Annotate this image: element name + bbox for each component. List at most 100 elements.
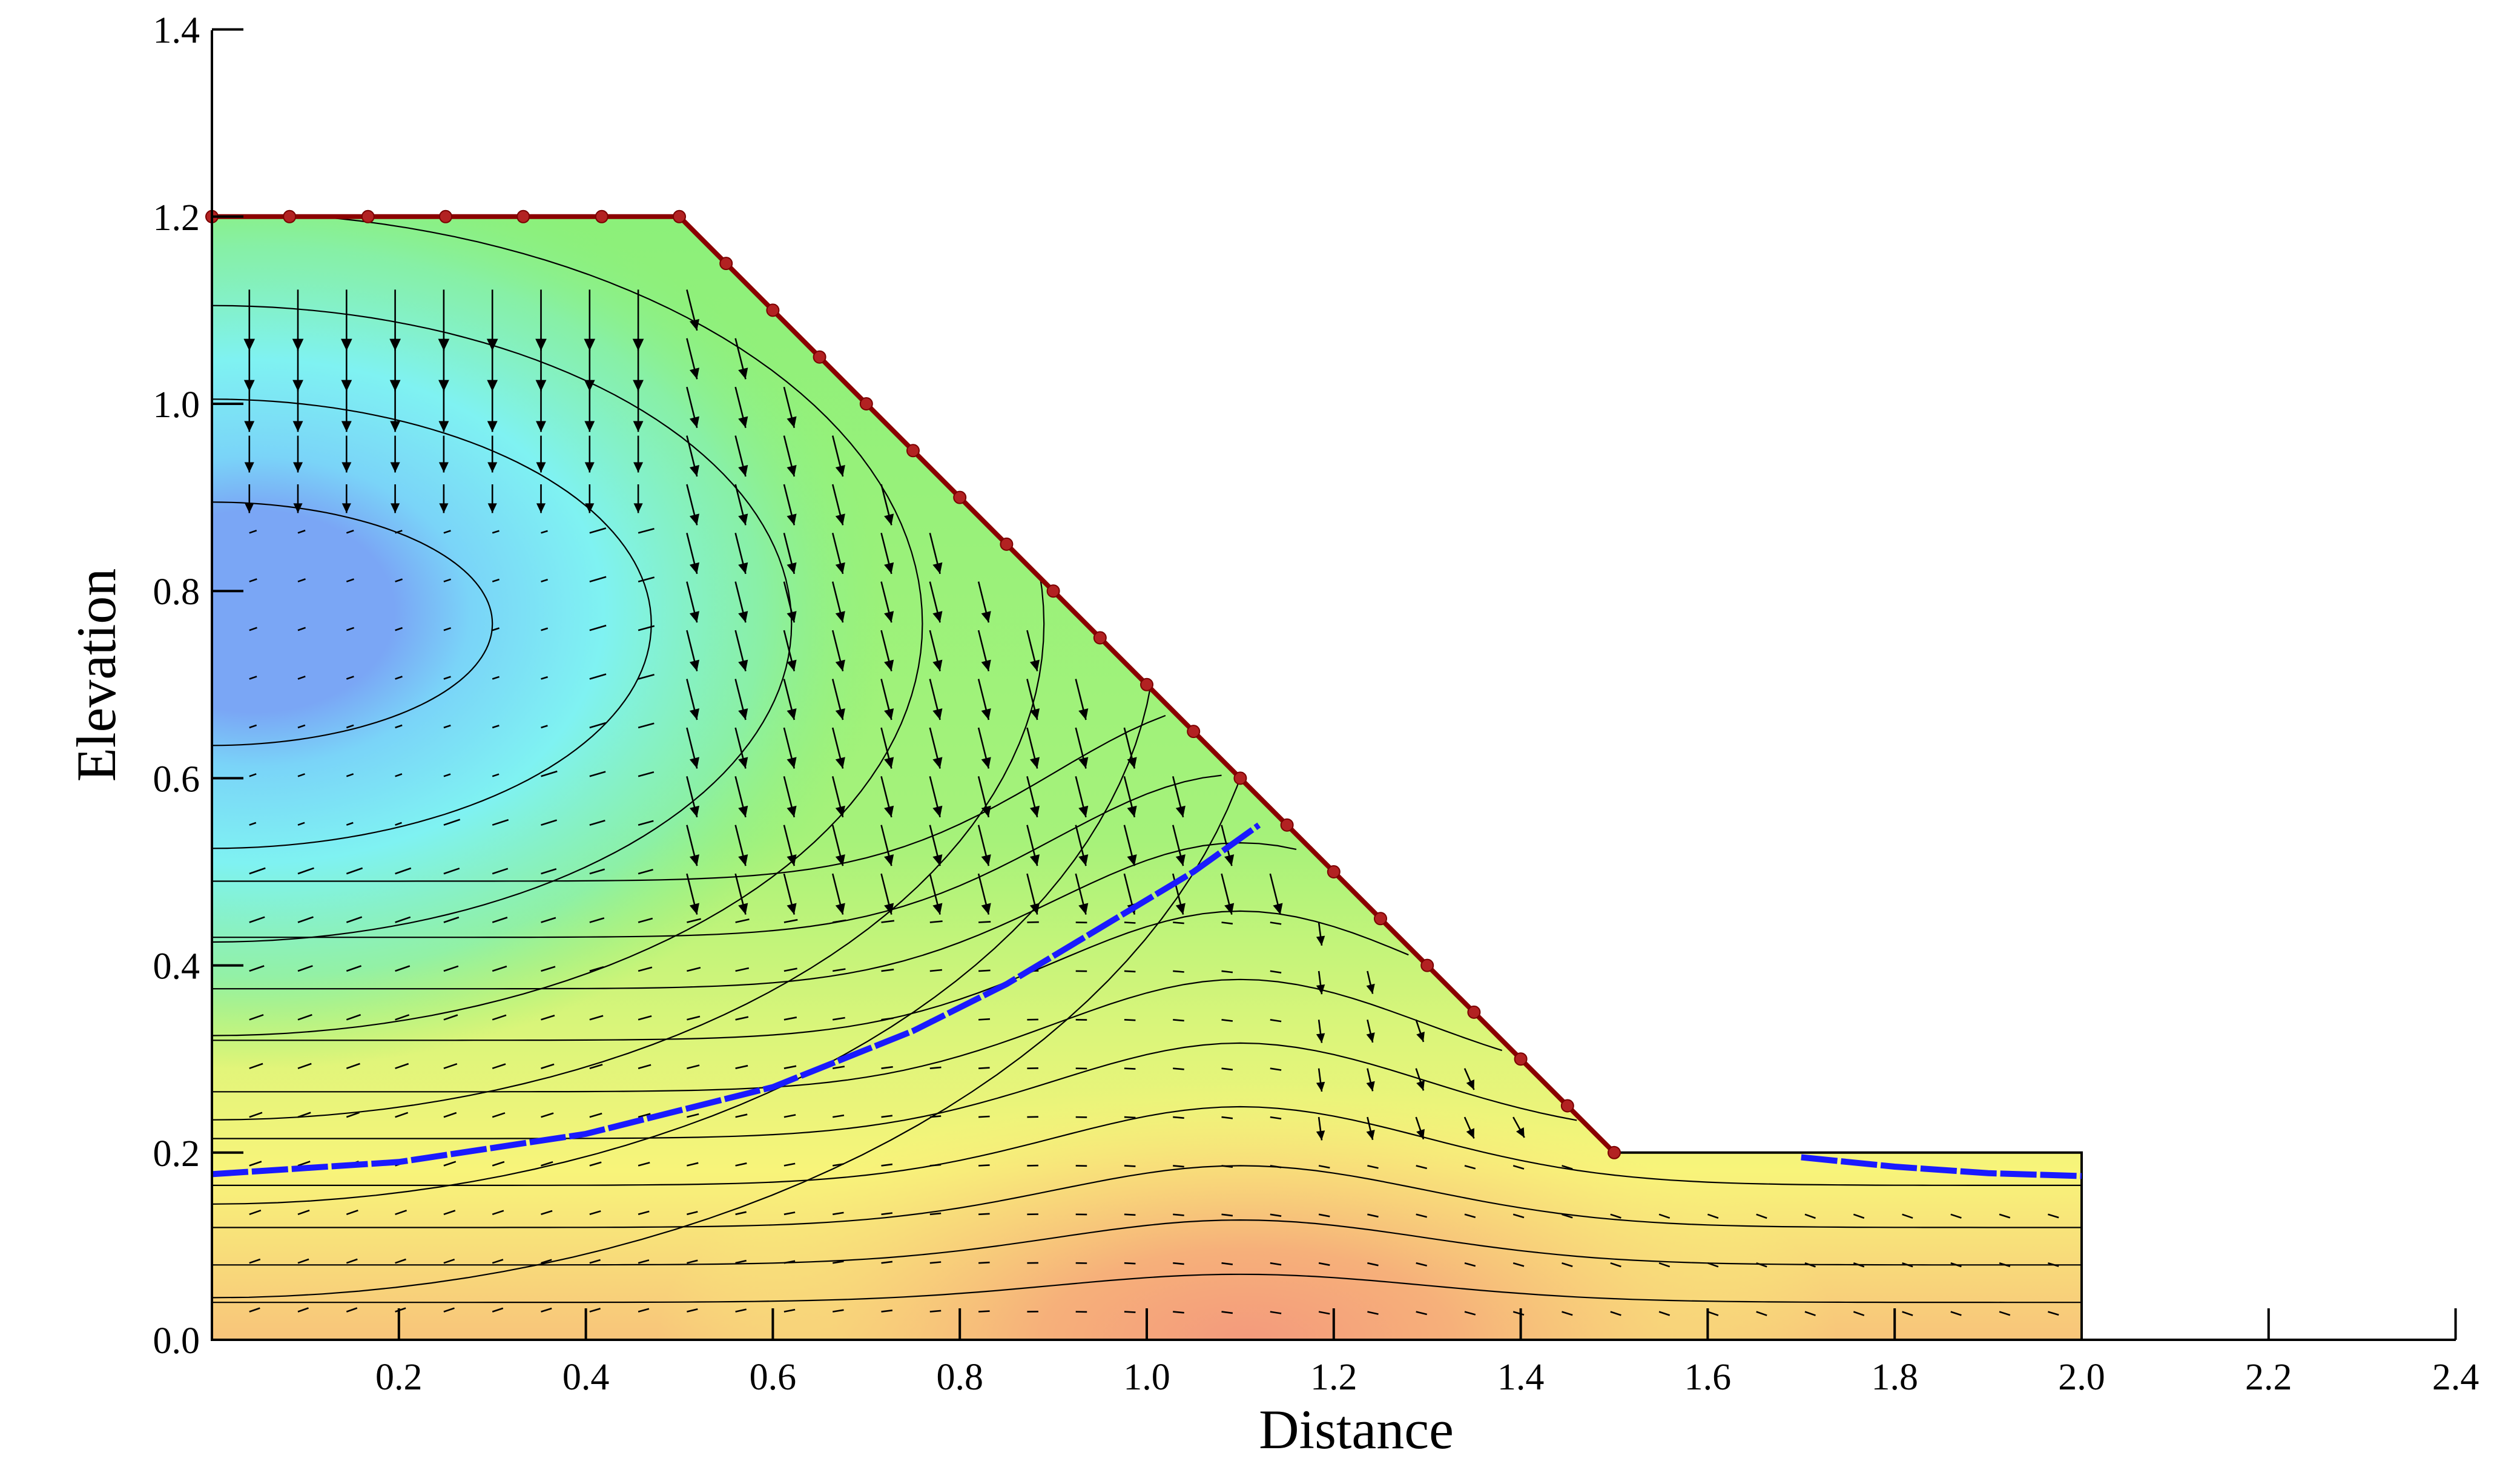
flow-vector-head bbox=[787, 513, 797, 526]
flow-vector bbox=[297, 1307, 309, 1313]
flow-vector bbox=[443, 1014, 458, 1021]
flow-vector bbox=[1512, 1213, 1525, 1219]
flow-vector bbox=[1512, 1165, 1525, 1170]
flow-vector bbox=[1173, 1067, 1184, 1070]
flow-vector-head bbox=[438, 462, 449, 473]
flow-vector bbox=[346, 1307, 358, 1313]
flow-vector bbox=[492, 627, 500, 631]
flow-vector bbox=[346, 916, 363, 923]
flow-vector-head bbox=[738, 465, 748, 477]
x-tick-label: 2.4 bbox=[2432, 1357, 2479, 1398]
flow-vector bbox=[735, 1308, 747, 1313]
axes: 0.2 0.4 0.6 0.8 1.0 1.2 1.4 1.6 1.8 2.0 2.2 2.4 0.0… bbox=[65, 10, 2479, 1460]
flow-vector bbox=[832, 1017, 845, 1021]
flow-vector-head bbox=[1175, 805, 1186, 817]
flow-vector bbox=[735, 967, 750, 972]
flow-vector bbox=[1707, 1311, 1719, 1316]
flow-vector bbox=[735, 1113, 748, 1118]
flow-vector bbox=[395, 627, 403, 631]
flow-vector bbox=[1707, 1262, 1719, 1268]
boundary-node bbox=[1560, 1099, 1574, 1113]
flow-vector bbox=[541, 676, 548, 680]
y-tick-label: 0.2 bbox=[153, 1133, 200, 1175]
flow-vector bbox=[735, 1259, 747, 1264]
flow-vector bbox=[249, 578, 257, 582]
flow-vector-head bbox=[787, 465, 797, 477]
flow-vector-head bbox=[835, 854, 845, 866]
flow-vector-head bbox=[738, 513, 748, 526]
flow-vector-head bbox=[689, 903, 699, 915]
flow-vector bbox=[832, 1260, 844, 1264]
flow-vector bbox=[783, 1162, 796, 1167]
flow-vector bbox=[638, 674, 655, 680]
flow-vector-head bbox=[1029, 854, 1040, 866]
flow-vector bbox=[492, 1210, 504, 1216]
flow-vector bbox=[687, 918, 702, 923]
flow-vector-head bbox=[932, 708, 943, 720]
flow-vector bbox=[492, 578, 500, 582]
flow-vector-head bbox=[1416, 1080, 1425, 1091]
flow-vector bbox=[1416, 1165, 1428, 1170]
flow-vector bbox=[1902, 1311, 1913, 1316]
flow-vector bbox=[929, 1164, 942, 1167]
flow-vector bbox=[1221, 970, 1233, 974]
flow-vector-head bbox=[1078, 757, 1089, 769]
flow-vector-head bbox=[884, 757, 894, 769]
x-tick-label: 0.2 bbox=[375, 1357, 423, 1398]
flow-vector bbox=[1173, 1311, 1184, 1314]
flow-vector bbox=[687, 967, 701, 972]
flow-vector-head bbox=[689, 659, 699, 671]
flow-vector bbox=[395, 1014, 410, 1021]
flow-vector-head bbox=[738, 903, 748, 915]
flow-vector-head bbox=[835, 757, 845, 769]
flow-vector bbox=[1950, 1213, 1962, 1219]
flow-vector-head bbox=[390, 421, 401, 432]
flow-vector-head bbox=[389, 338, 401, 351]
flow-vector-head bbox=[293, 462, 303, 473]
flow-vector-head bbox=[1029, 659, 1040, 671]
flow-vector bbox=[1124, 1165, 1136, 1167]
flow-vector bbox=[249, 867, 266, 875]
flow-vector bbox=[249, 1112, 263, 1118]
flow-vector bbox=[1902, 1213, 1913, 1219]
flow-vector bbox=[443, 676, 451, 680]
flow-vector-head bbox=[389, 380, 401, 392]
boundary-node bbox=[953, 490, 967, 504]
flow-vector-head bbox=[536, 462, 546, 473]
flow-vector bbox=[1221, 1165, 1233, 1168]
flow-vector-head bbox=[932, 805, 943, 817]
flow-vector bbox=[783, 1065, 797, 1069]
flow-vector bbox=[443, 868, 460, 875]
flow-vector-head bbox=[1316, 1130, 1325, 1141]
water-table-line bbox=[211, 822, 1261, 1178]
flow-vector bbox=[1173, 1116, 1184, 1119]
contour-line bbox=[212, 842, 1297, 990]
flow-vector bbox=[346, 578, 354, 582]
flow-vector bbox=[1416, 1262, 1428, 1267]
flow-vector bbox=[735, 1064, 748, 1069]
flow-vector-head bbox=[787, 708, 797, 720]
flow-vector-head bbox=[787, 854, 797, 866]
flow-vector-head bbox=[981, 757, 991, 769]
flow-vector bbox=[346, 1112, 360, 1118]
flow-vector-head bbox=[1466, 1079, 1474, 1090]
flow-vector bbox=[978, 1115, 990, 1118]
flow-vector-head bbox=[738, 367, 748, 380]
flow-vector bbox=[1221, 1067, 1233, 1071]
flow-vector-head bbox=[884, 513, 894, 526]
flow-vector-head bbox=[884, 708, 894, 720]
flow-vector-head bbox=[981, 708, 991, 720]
flow-vector bbox=[589, 1112, 602, 1118]
flow-vector-head bbox=[487, 421, 498, 432]
flow-vector bbox=[443, 1307, 455, 1313]
flow-vector bbox=[1464, 1165, 1476, 1170]
flow-vector bbox=[443, 578, 452, 582]
boundary-node bbox=[283, 209, 297, 223]
flow-vector bbox=[541, 819, 557, 826]
flow-vector-head bbox=[981, 903, 991, 915]
flow-vector-head bbox=[835, 708, 845, 720]
flow-vector-head bbox=[1316, 935, 1325, 946]
contour-line bbox=[212, 1273, 2082, 1303]
flow-vector bbox=[492, 1063, 506, 1069]
